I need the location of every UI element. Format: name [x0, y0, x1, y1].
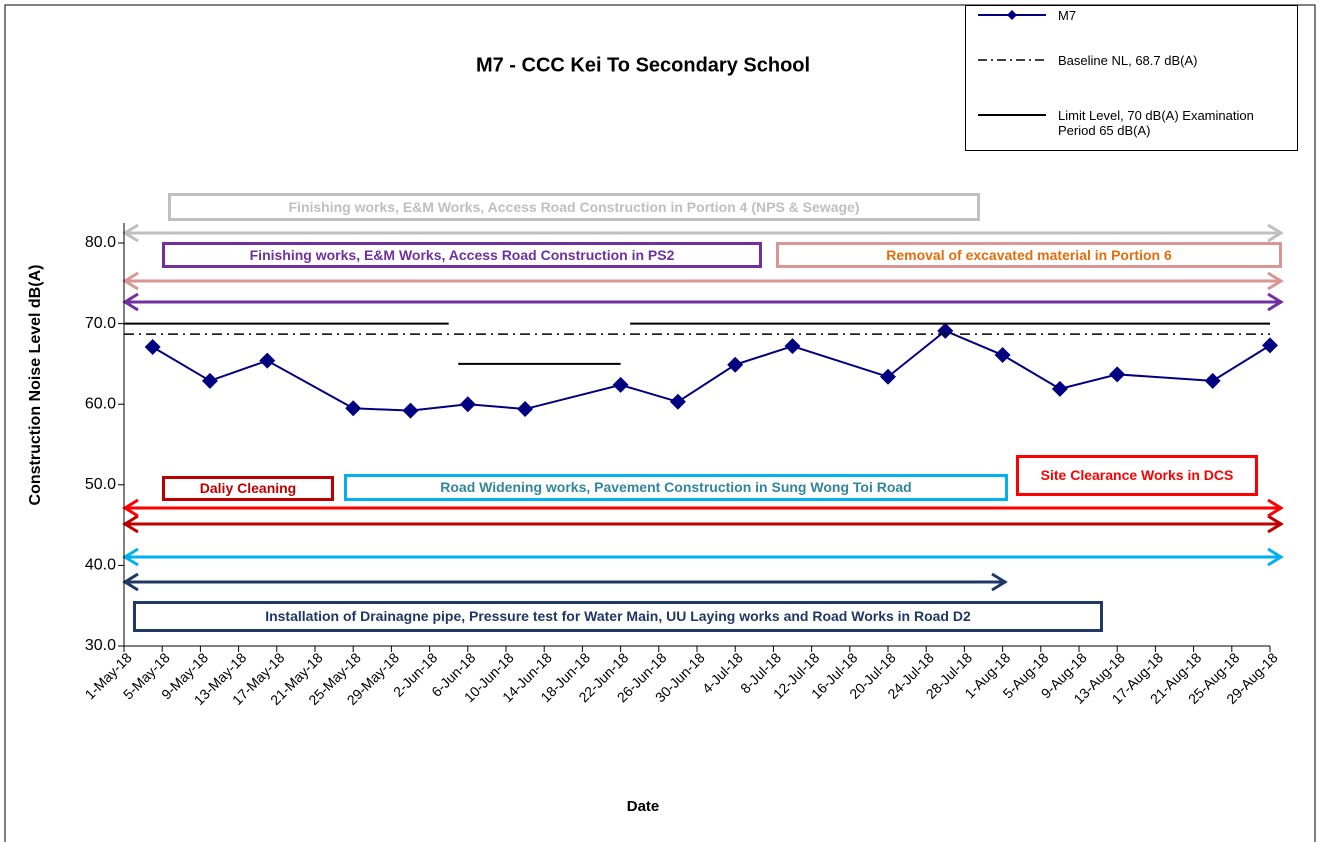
y-tick-label: 70.0 [85, 315, 116, 332]
data-point [144, 338, 161, 355]
y-tick-label: 40.0 [85, 557, 116, 574]
legend-keys [978, 10, 1046, 116]
legend-marker [1007, 10, 1017, 20]
data-point [669, 393, 686, 410]
chart-title: M7 - CCC Kei To Secondary School [476, 54, 810, 76]
arrow-head [1267, 223, 1284, 243]
annotation: Removal of excavated material in Portion… [776, 242, 1282, 268]
annotation: Finishing works, E&M Works, Access Road … [162, 242, 762, 268]
data-point [459, 396, 476, 413]
chart-frame [4, 4, 1316, 842]
data-point [784, 338, 801, 355]
arrow-head [122, 547, 139, 567]
y-tick-label: 30.0 [85, 637, 116, 654]
annotation: Installation of Drainagne pipe, Pressure… [133, 601, 1103, 632]
data-point [1109, 366, 1126, 383]
data-point [937, 322, 954, 339]
data-point [1262, 337, 1278, 354]
annotation: Road Widening works, Pavement Constructi… [344, 474, 1008, 501]
data-point [880, 368, 896, 385]
data-point [1204, 372, 1221, 389]
legend-entry: M7 [1058, 8, 1077, 23]
data-point [612, 376, 629, 393]
data-point [345, 400, 362, 417]
arrow-head [1267, 498, 1284, 518]
series-line [152, 329, 1271, 412]
x-axis-label: Date [627, 798, 660, 815]
arrow-head [122, 498, 139, 518]
legend-entry: Limit Level, 70 dB(A) Examination Period… [1058, 108, 1254, 138]
y-tick-label: 50.0 [85, 476, 116, 493]
y-tick-label: 80.0 [85, 234, 116, 251]
data-point [727, 356, 744, 373]
arrow-head [122, 223, 139, 243]
data-point [517, 401, 534, 418]
arrow-head [1267, 292, 1284, 312]
data-point [1051, 380, 1068, 397]
data-point [201, 372, 218, 389]
arrow-head [1267, 271, 1284, 291]
legend-entry: Baseline NL, 68.7 dB(A) [1058, 53, 1198, 68]
annotation: Daliy Cleaning [162, 476, 334, 501]
arrow-head [1267, 547, 1284, 567]
arrow-head [991, 572, 1008, 592]
y-axis-label: Construction Noise Level dB(A) [27, 265, 44, 506]
arrow-head [122, 292, 139, 312]
legend: M7 Baseline NL, 68.7 dB(A) Limit Level, … [965, 5, 1298, 151]
arrow-head [1267, 514, 1284, 534]
data-point [402, 402, 419, 419]
annotation: Site Clearance Works in DCS [1016, 455, 1258, 496]
arrow-head [122, 514, 139, 534]
x-tick-label: 4-Jul-18 [699, 649, 746, 696]
y-tick-label: 60.0 [85, 395, 116, 412]
data-point [259, 352, 276, 369]
annotation: Finishing works, E&M Works, Access Road … [168, 193, 980, 221]
arrow-head [122, 271, 139, 291]
arrow-head [122, 572, 139, 592]
data-point [994, 347, 1011, 364]
